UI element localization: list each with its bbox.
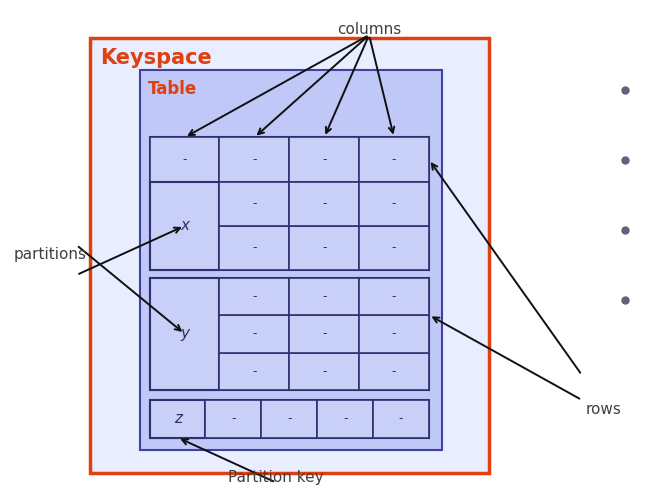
Text: -: - xyxy=(322,328,327,340)
Bar xyxy=(359,226,429,270)
Text: -: - xyxy=(322,153,327,166)
Bar xyxy=(261,400,317,438)
Bar xyxy=(150,278,429,390)
Bar xyxy=(289,352,359,390)
Bar xyxy=(150,138,429,270)
Text: -: - xyxy=(392,365,396,378)
Bar xyxy=(219,278,289,315)
Text: -: - xyxy=(392,290,396,302)
Bar xyxy=(359,315,429,352)
Bar xyxy=(359,182,429,226)
Bar xyxy=(150,182,219,270)
Bar xyxy=(317,400,373,438)
Text: y: y xyxy=(180,326,189,341)
Bar xyxy=(289,315,359,352)
Bar xyxy=(140,70,442,450)
Text: -: - xyxy=(392,242,396,254)
Bar xyxy=(289,226,359,270)
Text: -: - xyxy=(252,153,257,166)
Text: -: - xyxy=(392,197,396,210)
Bar xyxy=(219,352,289,390)
Text: -: - xyxy=(392,328,396,340)
Text: Partition key: Partition key xyxy=(228,470,324,485)
Bar xyxy=(359,138,429,182)
Text: Keyspace: Keyspace xyxy=(100,48,211,68)
Bar xyxy=(205,400,261,438)
Text: -: - xyxy=(252,242,257,254)
Text: rows: rows xyxy=(585,402,621,417)
Bar xyxy=(289,182,359,226)
Text: -: - xyxy=(252,365,257,378)
Text: partitions: partitions xyxy=(13,248,86,262)
Text: -: - xyxy=(252,328,257,340)
Text: x: x xyxy=(180,218,189,234)
Bar xyxy=(90,38,489,472)
Text: -: - xyxy=(322,365,327,378)
Text: -: - xyxy=(399,412,403,425)
Bar xyxy=(373,400,429,438)
Text: -: - xyxy=(252,197,257,210)
Text: z: z xyxy=(174,411,182,426)
Text: Table: Table xyxy=(148,80,197,98)
Bar xyxy=(150,400,429,438)
Text: -: - xyxy=(343,412,347,425)
Text: -: - xyxy=(392,153,396,166)
Bar xyxy=(359,278,429,315)
Bar xyxy=(150,138,219,182)
Text: -: - xyxy=(182,153,187,166)
Bar xyxy=(219,182,289,226)
Text: -: - xyxy=(252,290,257,302)
Bar xyxy=(289,138,359,182)
Bar xyxy=(219,315,289,352)
Text: -: - xyxy=(322,242,327,254)
Text: columns: columns xyxy=(337,22,401,38)
Text: -: - xyxy=(322,290,327,302)
Bar xyxy=(219,226,289,270)
Text: -: - xyxy=(231,412,235,425)
Text: -: - xyxy=(322,197,327,210)
Bar xyxy=(289,278,359,315)
Bar xyxy=(219,138,289,182)
Text: -: - xyxy=(287,412,291,425)
Bar xyxy=(150,400,205,438)
Bar xyxy=(150,278,219,390)
Bar xyxy=(359,352,429,390)
